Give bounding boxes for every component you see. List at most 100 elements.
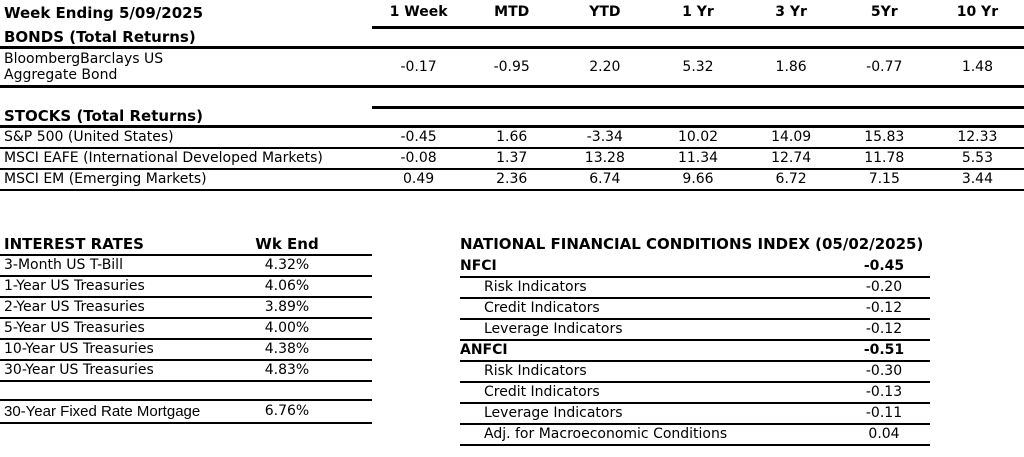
cell-value: 4.06% <box>264 278 310 294</box>
row-label: Credit Indicators <box>484 300 600 316</box>
row-label: Credit Indicators <box>484 384 600 400</box>
bonds-section-heading: BONDS (Total Returns) <box>0 29 1024 49</box>
cell-value: 3.44 <box>961 171 993 187</box>
cell-value: 6.76% <box>264 403 310 419</box>
interest-rates-header: INTEREST RATES Wk End <box>0 234 372 256</box>
row-label: Risk Indicators <box>484 363 587 379</box>
returns-column-headers: 1 Week MTD YTD 1 Yr 3 Yr 5Yr 10 Yr <box>372 0 1024 29</box>
row-label-line2: Aggregate Bond <box>4 67 118 83</box>
cell-value: -3.34 <box>586 129 623 145</box>
column-header-1week: 1 Week <box>389 4 448 20</box>
cell-value: -0.13 <box>865 384 903 400</box>
cell-value: 3.89% <box>264 299 310 315</box>
cell-value: 1.37 <box>496 150 528 166</box>
cell-value: 10.02 <box>677 129 719 145</box>
table-row-anfci-macro-adj: Adj. for Macroeconomic Conditions 0.04 <box>460 425 930 446</box>
table-row-2yr-treasuries: 2-Year US Treasuries 3.89% <box>0 298 372 319</box>
column-header-1yr: 1 Yr <box>682 4 714 20</box>
cell-value: -0.12 <box>865 300 903 316</box>
cell-value: 2.36 <box>496 171 528 187</box>
cell-value: 6.72 <box>775 171 807 187</box>
cell-value: 1.66 <box>496 129 528 145</box>
bottom-panels: INTEREST RATES Wk End 3-Month US T-Bill … <box>0 234 1024 446</box>
column-header-3yr: 3 Yr <box>775 4 807 20</box>
cell-value: 4.83% <box>264 362 310 378</box>
row-label: MSCI EM (Emerging Markets) <box>4 171 207 187</box>
cell-value: 4.32% <box>264 257 310 273</box>
stocks-top-rule <box>372 88 1024 109</box>
cell-value: -0.12 <box>865 321 903 337</box>
row-label: Adj. for Macroeconomic Conditions <box>484 426 728 442</box>
row-label: 1-Year US Treasuries <box>4 278 145 294</box>
cell-value: 11.78 <box>864 150 905 166</box>
table-row-nfci: NFCI -0.45 <box>460 257 930 278</box>
row-label: 10-Year US Treasuries <box>4 341 154 357</box>
table-row-anfci: ANFCI -0.51 <box>460 341 930 362</box>
row-label: BloombergBarclays US Aggregate Bond <box>0 49 372 85</box>
table-row-nfci-risk: Risk Indicators -0.20 <box>460 278 930 299</box>
row-label: Leverage Indicators <box>484 405 623 421</box>
cell-value: 1.48 <box>961 59 993 75</box>
table-row-aggregate-bond: BloombergBarclays US Aggregate Bond -0.1… <box>0 49 1024 88</box>
cell-value: 15.83 <box>864 129 905 145</box>
cell-value: 0.04 <box>868 426 900 442</box>
row-label: 30-Year US Treasuries <box>4 362 154 378</box>
cell-value: 2.20 <box>589 59 621 75</box>
cell-value: -0.08 <box>400 150 437 166</box>
table-row-anfci-leverage: Leverage Indicators -0.11 <box>460 404 930 425</box>
row-label: S&P 500 (United States) <box>4 129 174 145</box>
cell-value: -0.45 <box>400 129 437 145</box>
cell-value: 9.66 <box>682 171 714 187</box>
cell-value: 14.09 <box>771 129 812 145</box>
row-label: MSCI EAFE (International Developed Marke… <box>4 150 323 166</box>
row-label: 3-Month US T-Bill <box>4 257 123 273</box>
week-ending-title: Week Ending 5/09/2025 <box>4 4 204 22</box>
cell-value: 1.86 <box>775 59 807 75</box>
row-label: 2-Year US Treasuries <box>4 299 145 315</box>
table-row-nfci-leverage: Leverage Indicators -0.12 <box>460 320 930 341</box>
row-label: ANFCI <box>460 342 508 358</box>
cell-value: 4.00% <box>264 320 310 336</box>
interest-rates-title: INTEREST RATES <box>4 235 144 253</box>
cell-value: 4.38% <box>264 341 310 357</box>
row-label: 30-Year Fixed Rate Mortgage <box>4 403 201 420</box>
row-label: Leverage Indicators <box>484 321 623 337</box>
cell-value: 11.34 <box>677 150 719 166</box>
table-row-msci-eafe: MSCI EAFE (International Developed Marke… <box>0 149 1024 170</box>
cell-value: 7.15 <box>868 171 900 187</box>
row-label: 5-Year US Treasuries <box>4 320 145 336</box>
table-row-sp500: S&P 500 (United States) -0.45 1.66 -3.34… <box>0 128 1024 149</box>
column-header-10yr: 10 Yr <box>956 4 999 20</box>
cell-value: 6.74 <box>589 171 621 187</box>
table-row-anfci-credit: Credit Indicators -0.13 <box>460 383 930 404</box>
row-label-line1: BloombergBarclays US <box>4 51 164 67</box>
table-row-10yr-treasuries: 10-Year US Treasuries 4.38% <box>0 340 372 361</box>
cell-value: 13.28 <box>584 150 625 166</box>
cell-value: 5.32 <box>682 59 714 75</box>
table-row-anfci-risk: Risk Indicators -0.30 <box>460 362 930 383</box>
interest-rates-table: INTEREST RATES Wk End 3-Month US T-Bill … <box>0 234 372 446</box>
section-divider <box>0 88 1024 109</box>
table-row-5yr-treasuries: 5-Year US Treasuries 4.00% <box>0 319 372 340</box>
column-header-ytd: YTD <box>589 4 621 20</box>
returns-header-row: Week Ending 5/09/2025 1 Week MTD YTD 1 Y… <box>0 0 1024 29</box>
wk-end-column-header: Wk End <box>255 235 319 253</box>
nfci-table: NATIONAL FINANCIAL CONDITIONS INDEX (05/… <box>460 234 930 446</box>
cell-value: 5.53 <box>961 150 993 166</box>
cell-value: -0.20 <box>865 279 903 295</box>
table-row-30yr-treasuries: 30-Year US Treasuries 4.83% <box>0 361 372 382</box>
cell-value: -0.17 <box>400 59 437 75</box>
market-returns-table: Week Ending 5/09/2025 1 Week MTD YTD 1 Y… <box>0 0 1024 191</box>
cell-value: -0.45 <box>863 258 905 274</box>
cell-value: 0.49 <box>402 171 435 187</box>
cell-value: 12.33 <box>957 129 998 145</box>
column-header-mtd: MTD <box>494 4 530 20</box>
row-label: NFCI <box>460 258 497 274</box>
table-row-nfci-credit: Credit Indicators -0.12 <box>460 299 930 320</box>
cell-value: -0.30 <box>865 363 903 379</box>
cell-value: -0.51 <box>863 342 905 358</box>
cell-value: -0.95 <box>493 59 530 75</box>
row-label: Risk Indicators <box>484 279 587 295</box>
cell-value: -0.77 <box>866 59 903 75</box>
column-header-5yr: 5Yr <box>870 4 898 20</box>
